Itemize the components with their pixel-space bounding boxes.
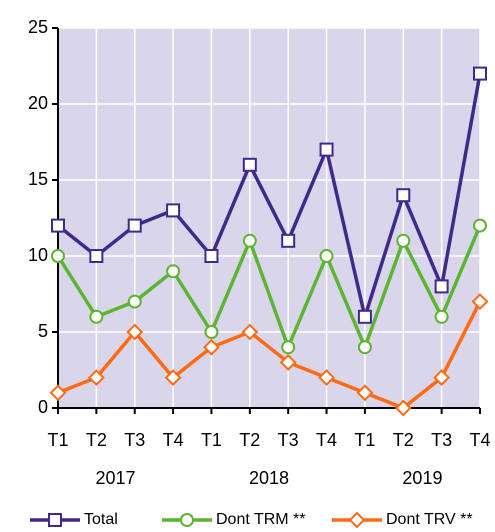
x-group-label: 2018 xyxy=(249,468,289,488)
x-group-label: 2017 xyxy=(96,468,136,488)
marker xyxy=(434,309,449,324)
marker xyxy=(357,340,372,355)
x-tick-label: T3 xyxy=(431,430,452,450)
marker xyxy=(48,513,62,527)
legend-label: Total xyxy=(84,511,118,528)
marker xyxy=(127,294,142,309)
marker xyxy=(180,513,194,527)
marker xyxy=(319,249,334,263)
x-tick-label: T4 xyxy=(469,430,490,450)
marker xyxy=(51,249,65,263)
marker xyxy=(164,369,182,387)
marker xyxy=(204,325,219,339)
y-tick-label: 10 xyxy=(28,245,48,265)
series-line xyxy=(57,300,482,410)
marker xyxy=(127,218,142,233)
marker xyxy=(348,511,366,529)
marker xyxy=(242,233,257,248)
legend-label: Dont TRV ** xyxy=(386,511,473,528)
marker xyxy=(204,249,219,263)
x-group-label: 2019 xyxy=(402,468,442,488)
x-tick-label: T4 xyxy=(163,430,184,450)
x-tick-label: T2 xyxy=(239,430,260,450)
marker xyxy=(281,340,296,355)
x-tick-label: T1 xyxy=(47,430,68,450)
x-tick-label: T2 xyxy=(393,430,414,450)
marker xyxy=(396,233,411,248)
marker xyxy=(473,218,487,233)
x-tick-label: T2 xyxy=(86,430,107,450)
y-tick-label: 0 xyxy=(38,397,48,417)
marker xyxy=(473,66,487,81)
marker xyxy=(166,264,181,279)
x-tick-label: T3 xyxy=(278,430,299,450)
marker xyxy=(242,157,257,172)
marker xyxy=(166,203,181,218)
x-tick-label: T1 xyxy=(354,430,375,450)
marker xyxy=(471,293,489,311)
y-tick-label: 5 xyxy=(38,321,48,341)
marker xyxy=(126,323,144,341)
marker xyxy=(87,369,105,387)
marker xyxy=(396,188,411,203)
plot-area xyxy=(58,28,480,408)
marker xyxy=(281,233,296,248)
y-tick-label: 15 xyxy=(28,169,48,189)
marker xyxy=(203,338,220,356)
marker xyxy=(357,309,372,324)
marker xyxy=(319,142,334,157)
x-tick-label: T4 xyxy=(316,430,337,450)
y-tick-label: 25 xyxy=(28,17,48,37)
marker xyxy=(89,249,104,263)
marker xyxy=(51,218,65,233)
marker xyxy=(89,309,104,324)
marker xyxy=(356,384,374,402)
marker xyxy=(279,353,297,371)
marker xyxy=(49,384,67,402)
x-tick-label: T3 xyxy=(124,430,145,450)
marker xyxy=(434,279,449,294)
legend-label: Dont TRM ** xyxy=(216,511,306,528)
y-tick-label: 20 xyxy=(28,93,48,113)
marker xyxy=(433,369,451,387)
marker xyxy=(241,323,259,341)
x-tick-label: T1 xyxy=(201,430,222,450)
marker xyxy=(394,399,412,417)
marker xyxy=(318,369,335,387)
